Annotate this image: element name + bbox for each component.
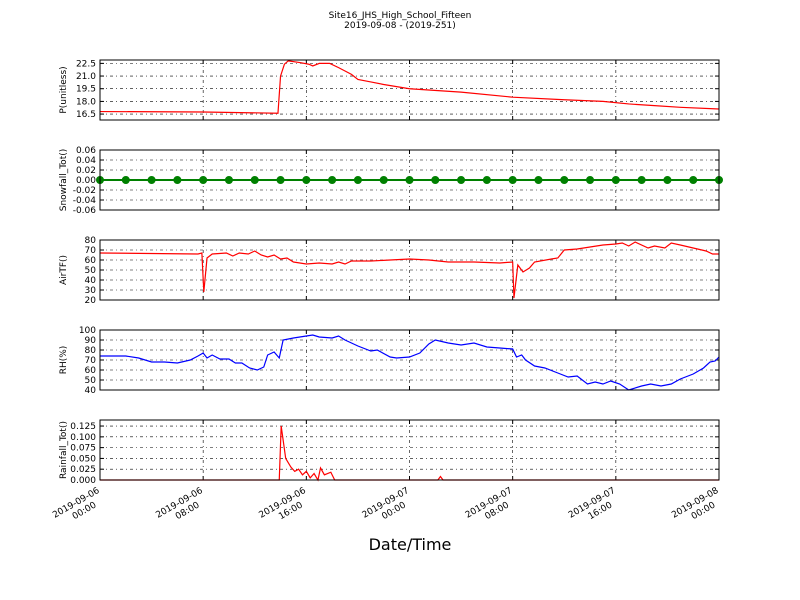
y-tick-label: -0.06 bbox=[73, 206, 97, 216]
y-tick-label: 70 bbox=[85, 356, 97, 366]
y-tick-label: 0.04 bbox=[76, 156, 96, 166]
y-tick-label: 0.025 bbox=[70, 465, 96, 475]
data-point bbox=[250, 176, 259, 184]
data-line bbox=[99, 60, 720, 114]
data-point bbox=[405, 176, 414, 184]
data-point bbox=[586, 176, 595, 184]
data-line bbox=[100, 334, 720, 391]
data-point bbox=[663, 176, 672, 184]
y-tick-label: 60 bbox=[85, 256, 97, 266]
data-point bbox=[431, 176, 440, 184]
y-tick-label: 0.06 bbox=[76, 146, 96, 156]
data-point bbox=[611, 176, 620, 184]
y-axis-label: RH(%) bbox=[59, 346, 69, 375]
data-point bbox=[276, 176, 285, 184]
data-point bbox=[199, 176, 208, 184]
y-tick-label: 40 bbox=[85, 386, 97, 396]
data-point bbox=[637, 176, 646, 184]
chart-title: Site16_JHS_High_School_Fifteen bbox=[329, 11, 472, 21]
y-tick-label: -0.02 bbox=[73, 186, 96, 196]
y-tick-label: 90 bbox=[85, 336, 97, 346]
data-point bbox=[147, 176, 156, 184]
data-point bbox=[560, 176, 569, 184]
plot-frame bbox=[99, 239, 720, 301]
y-tick-label: 20 bbox=[85, 296, 97, 306]
y-tick-label: 50 bbox=[85, 376, 97, 386]
plot-frame bbox=[99, 149, 720, 211]
y-tick-label: -0.04 bbox=[73, 196, 97, 206]
y-axis-label: Snowfall_Tot() bbox=[59, 149, 69, 212]
y-tick-label: 0.125 bbox=[70, 422, 96, 432]
data-point bbox=[173, 176, 182, 184]
y-tick-label: 60 bbox=[85, 366, 97, 376]
data-point bbox=[353, 176, 362, 184]
y-tick-label: 18.0 bbox=[76, 97, 96, 107]
y-tick-label: 16.5 bbox=[76, 110, 96, 120]
x-axis-label: Date/Time bbox=[369, 535, 452, 554]
y-tick-label: 40 bbox=[85, 276, 97, 286]
y-tick-label: 0.000 bbox=[70, 476, 96, 486]
y-tick-label: 19.5 bbox=[76, 85, 96, 95]
y-tick-label: 22.5 bbox=[76, 59, 96, 69]
y-tick-label: 30 bbox=[85, 286, 97, 296]
data-point bbox=[457, 176, 466, 184]
y-tick-label: 80 bbox=[85, 346, 97, 356]
y-tick-label: 50 bbox=[85, 266, 97, 276]
y-tick-label: 70 bbox=[85, 246, 97, 256]
data-point bbox=[534, 176, 543, 184]
y-axis-label: AirTF() bbox=[59, 255, 69, 285]
data-point bbox=[379, 176, 388, 184]
y-tick-label: 21.0 bbox=[76, 72, 96, 82]
y-tick-label: 0.02 bbox=[76, 166, 96, 176]
data-point bbox=[121, 176, 130, 184]
y-tick-label: 0.050 bbox=[70, 454, 96, 464]
y-tick-label: 80 bbox=[85, 236, 97, 246]
data-point bbox=[482, 176, 491, 184]
y-tick-label: 0.00 bbox=[76, 176, 96, 186]
chart-subtitle: 2019-09-08 - (2019-251) bbox=[344, 21, 456, 31]
y-tick-label: 0.100 bbox=[70, 433, 96, 443]
data-line bbox=[99, 241, 719, 299]
data-point bbox=[328, 176, 337, 184]
data-point bbox=[302, 176, 311, 184]
plot-frame bbox=[99, 59, 720, 121]
plot-frame bbox=[99, 419, 720, 481]
data-point bbox=[224, 176, 233, 184]
data-point bbox=[689, 176, 698, 184]
y-axis-label: P(unitless) bbox=[59, 66, 69, 113]
y-tick-label: 100 bbox=[79, 326, 96, 336]
plot-frame bbox=[99, 329, 720, 391]
y-axis-label: Rainfall_Tot() bbox=[59, 421, 69, 479]
data-point bbox=[508, 176, 517, 184]
y-tick-label: 0.075 bbox=[70, 444, 96, 454]
